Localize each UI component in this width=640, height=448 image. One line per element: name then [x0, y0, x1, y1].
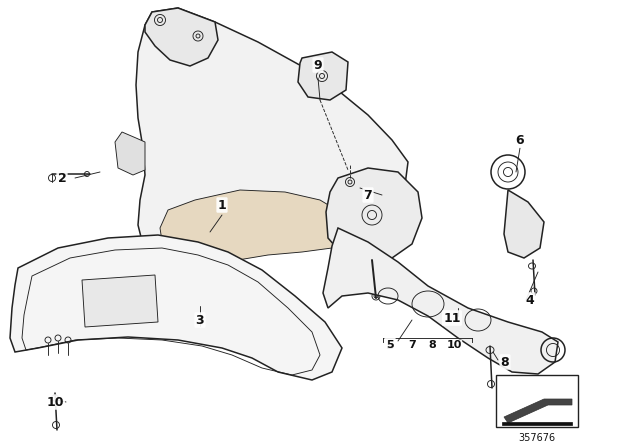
Text: 3: 3	[196, 314, 204, 327]
Polygon shape	[145, 8, 218, 66]
Text: 7: 7	[364, 189, 372, 202]
Text: 8: 8	[428, 340, 436, 350]
Polygon shape	[323, 228, 558, 374]
Text: 7: 7	[408, 340, 416, 350]
Polygon shape	[326, 168, 422, 262]
Polygon shape	[82, 275, 158, 327]
Text: 357676: 357676	[518, 433, 556, 443]
Bar	[496, 375, 578, 427]
Polygon shape	[504, 399, 572, 423]
Polygon shape	[504, 190, 544, 258]
Text: 10: 10	[446, 340, 461, 350]
Text: 5: 5	[386, 340, 394, 350]
Text: 11: 11	[444, 311, 461, 324]
Text: 1: 1	[218, 198, 227, 211]
Polygon shape	[502, 422, 572, 425]
Polygon shape	[115, 132, 145, 175]
Text: 10: 10	[46, 396, 64, 409]
Polygon shape	[298, 52, 348, 100]
Text: 8: 8	[500, 356, 509, 369]
Text: 2: 2	[58, 172, 67, 185]
Polygon shape	[160, 190, 348, 272]
Text: 4: 4	[525, 293, 534, 306]
Polygon shape	[10, 235, 342, 380]
Polygon shape	[136, 8, 408, 272]
Text: 9: 9	[314, 59, 323, 72]
Text: 5: 5	[386, 339, 394, 352]
Text: 6: 6	[516, 134, 524, 146]
